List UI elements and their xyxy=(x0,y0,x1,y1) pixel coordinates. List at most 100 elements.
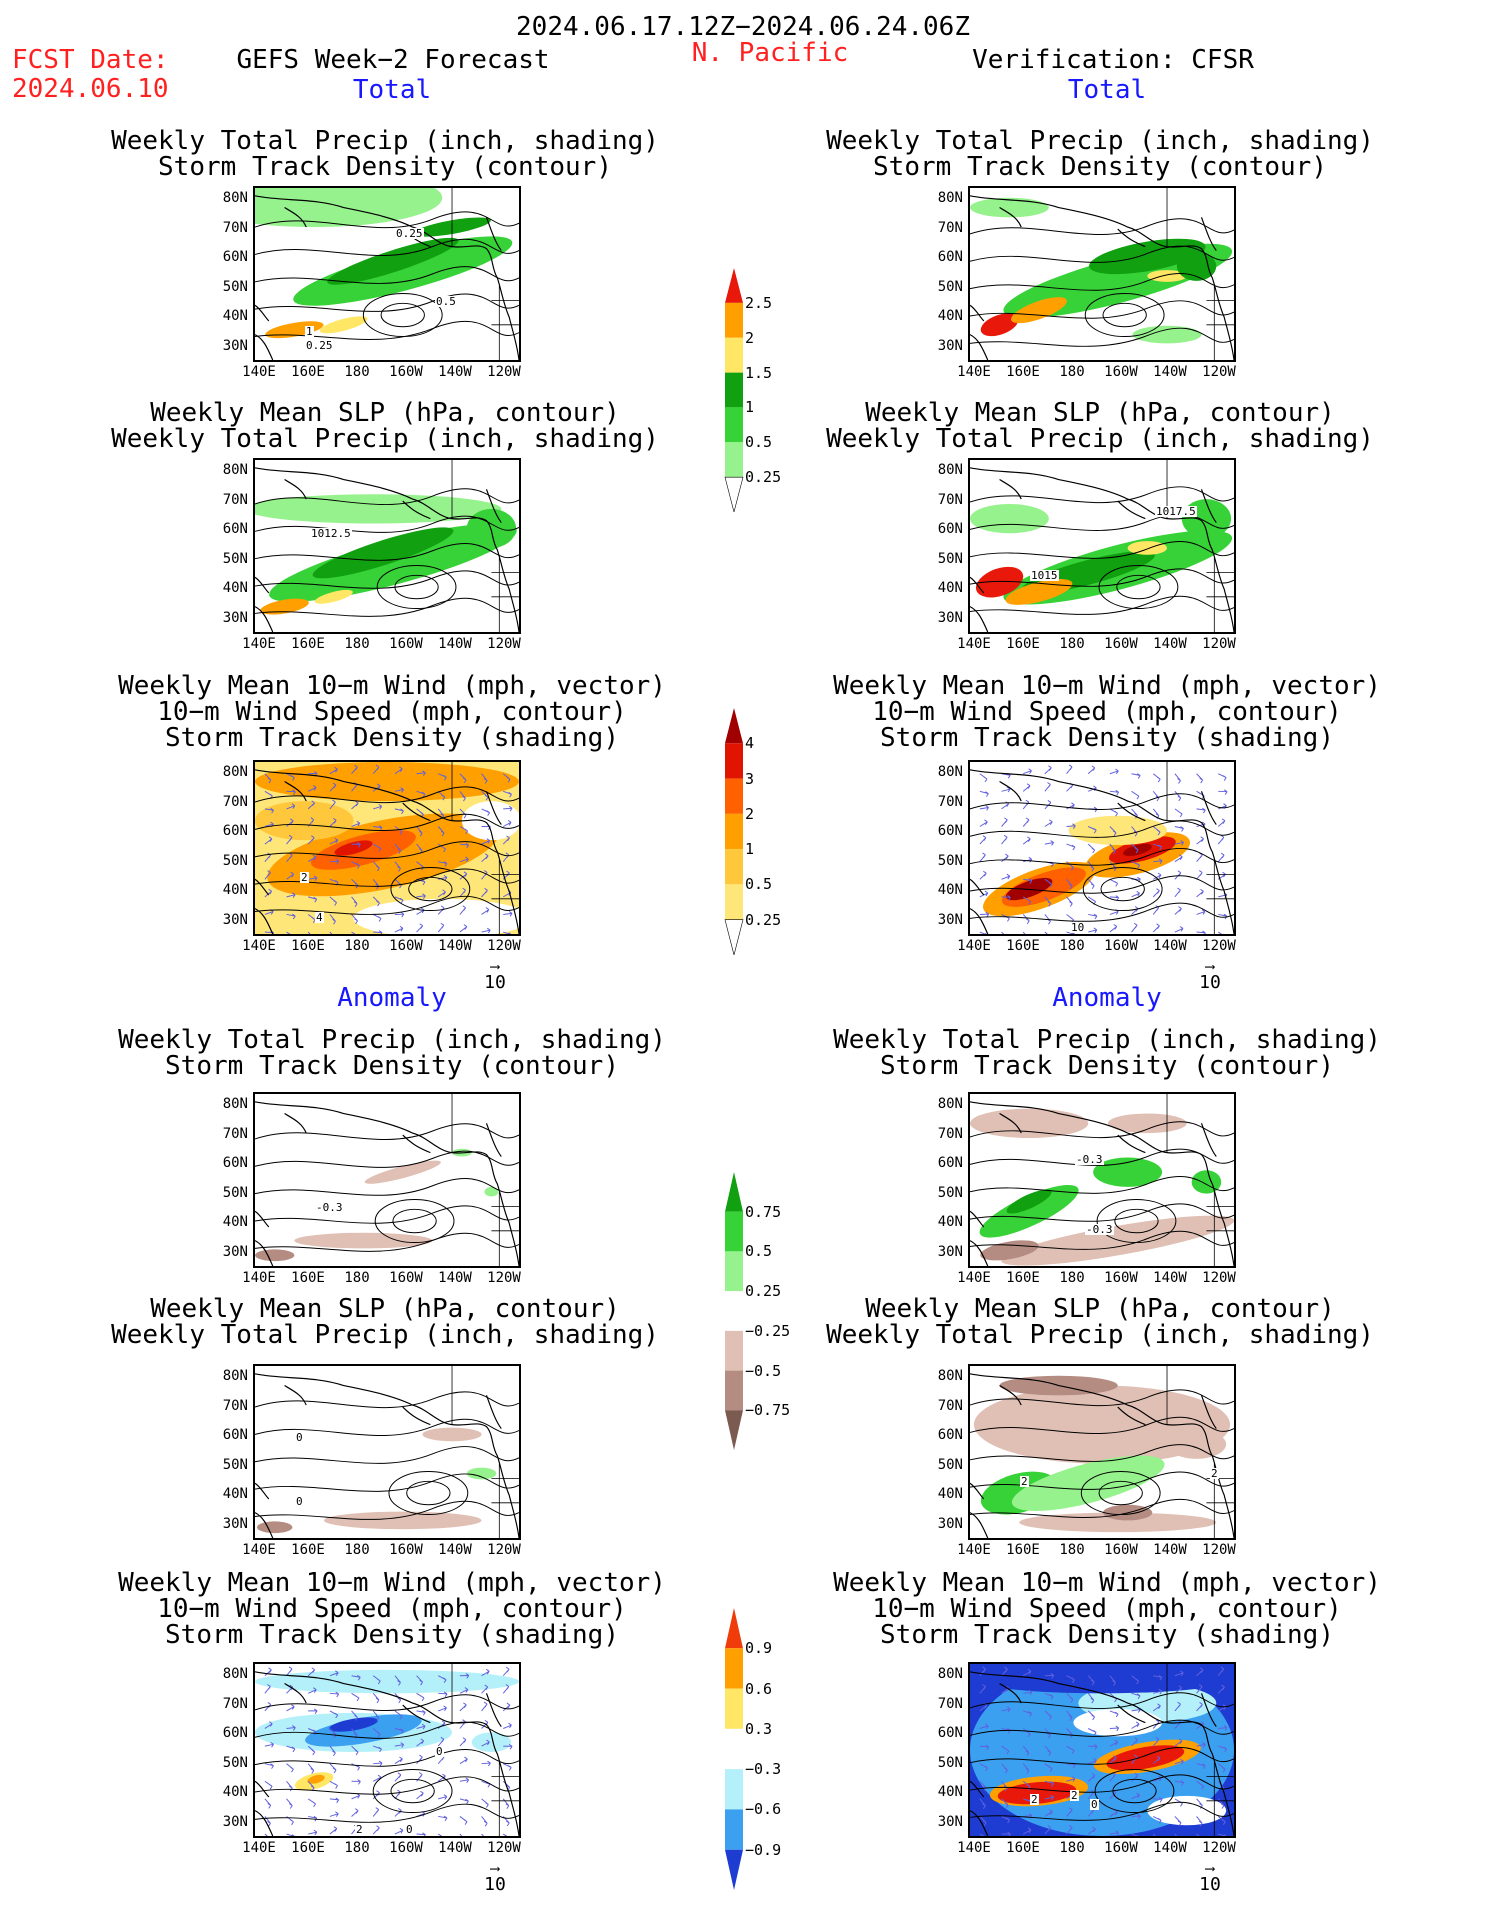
lat-tick-label: 50N xyxy=(222,852,248,869)
contour-label: 10 xyxy=(1070,921,1086,934)
lon-tick-label: 120W xyxy=(487,1270,521,1286)
lat-tick-label: 60N xyxy=(937,521,963,537)
lat-tick-label: 70N xyxy=(937,1695,963,1712)
lat-tick-label: 30N xyxy=(937,1515,963,1532)
lon-tick-label: 160E xyxy=(291,938,325,954)
lon-tick-label: 140W xyxy=(438,1840,472,1856)
lon-tick-label: 120W xyxy=(487,364,521,380)
lon-tick-label: 140W xyxy=(1153,364,1187,380)
forecast-title: GEFS Week−2 Forecast xyxy=(236,45,550,75)
lat-tick-label: 30N xyxy=(222,911,248,928)
colorbar-label: 0.6 xyxy=(745,1679,773,1698)
fc-anom-precip-map: -0.3 xyxy=(253,1092,521,1268)
colorbar-label: 0.5 xyxy=(745,1242,773,1261)
lat-tick-label: 80N xyxy=(222,462,248,478)
colorbar-label: 0.3 xyxy=(745,1719,773,1738)
lon-tick-label: 160W xyxy=(389,938,423,954)
colorbar-label: −0.9 xyxy=(745,1840,782,1859)
colorbar-label: 2 xyxy=(745,328,755,347)
lat-tick-label: 50N xyxy=(222,1184,248,1201)
contour-label: 0 xyxy=(1090,1798,1099,1811)
lat-tick-label: 40N xyxy=(937,308,963,324)
lon-tick-label: 160E xyxy=(1006,1270,1040,1286)
panel-subtitle: Storm Track Density (shading) xyxy=(880,723,1334,753)
lat-tick-label: 70N xyxy=(937,1125,963,1142)
lat-tick-label: 60N xyxy=(937,249,963,265)
lat-tick-label: 70N xyxy=(222,1125,248,1142)
lon-tick-label: 140E xyxy=(957,938,991,954)
lon-tick-label: 160W xyxy=(1104,636,1138,652)
contour-label: 0 xyxy=(405,1823,414,1836)
panel-subtitle: Storm Track Density (contour) xyxy=(873,152,1327,182)
panel-subtitle: 10−m Wind Speed (mph, contour) xyxy=(157,1594,627,1624)
lon-tick-label: 160W xyxy=(389,364,423,380)
lat-tick-label: 70N xyxy=(937,793,963,810)
panel-title: Weekly Mean SLP (hPa, contour) xyxy=(865,1294,1335,1324)
colorbar-label: 0.9 xyxy=(745,1639,773,1658)
panel-subtitle: 10−m Wind Speed (mph, contour) xyxy=(872,697,1342,727)
lon-tick-label: 180 xyxy=(1059,1542,1085,1558)
lat-tick-label: 50N xyxy=(222,550,248,567)
lat-tick-label: 60N xyxy=(222,823,248,839)
lon-tick-label: 160W xyxy=(1104,1270,1138,1286)
lon-tick-label: 140E xyxy=(957,636,991,652)
reference-vector: ⟶ 10 xyxy=(1192,1862,1228,1895)
colorbar-label: 3 xyxy=(745,769,755,788)
lon-tick-label: 120W xyxy=(1202,1270,1236,1286)
lon-tick-label: 140E xyxy=(242,1542,276,1558)
panel-title: Weekly Mean 10−m Wind (mph, vector) xyxy=(118,1568,666,1598)
lat-tick-label: 60N xyxy=(222,1155,248,1171)
lon-tick-label: 180 xyxy=(1059,1840,1085,1856)
lat-tick-label: 80N xyxy=(937,190,963,206)
contour-label: 0.25 xyxy=(305,339,334,352)
lat-tick-label: 50N xyxy=(222,1754,248,1771)
lat-tick-label: 70N xyxy=(222,793,248,810)
lon-tick-label: 140E xyxy=(957,364,991,380)
lat-tick-label: 60N xyxy=(937,823,963,839)
lat-tick-label: 80N xyxy=(937,462,963,478)
reference-vector-label: 10 xyxy=(484,1874,506,1895)
lat-tick-label: 50N xyxy=(937,550,963,567)
reference-vector: ⟶ 10 xyxy=(1192,960,1228,993)
contour-label: 0 xyxy=(435,1745,444,1758)
lat-tick-label: 70N xyxy=(222,1397,248,1414)
lon-tick-label: 180 xyxy=(344,1270,370,1286)
region-title: N. Pacific xyxy=(691,38,849,68)
section-anomaly-left: Anomaly xyxy=(337,983,447,1013)
fc-anom-wind-map: 0 2 0 xyxy=(253,1662,521,1838)
lon-tick-label: 160W xyxy=(389,1270,423,1286)
colorbar-label: 4 xyxy=(745,734,755,753)
lat-tick-label: 40N xyxy=(222,308,248,324)
panel-title: Weekly Total Precip (inch, shading) xyxy=(118,1025,666,1055)
contour-label: 0.5 xyxy=(435,295,457,308)
lat-tick-label: 60N xyxy=(937,1725,963,1741)
lon-tick-label: 140E xyxy=(957,1542,991,1558)
colorbar-track_total: 4 3 2 1 0.5 0.25 xyxy=(723,708,803,956)
contour-label: 2 xyxy=(1210,1467,1219,1480)
lon-tick-label: 140W xyxy=(1153,1270,1187,1286)
panel-subtitle: Weekly Total Precip (inch, shading) xyxy=(111,1320,659,1350)
contour-label: -0.3 xyxy=(1085,1223,1114,1236)
colorbar-label: −0.5 xyxy=(745,1361,782,1380)
panel-subtitle: Weekly Total Precip (inch, shading) xyxy=(826,424,1374,454)
contour-label: 2 xyxy=(1020,1475,1029,1488)
contour-label: -0.3 xyxy=(315,1201,344,1214)
lon-tick-label: 180 xyxy=(344,1840,370,1856)
lat-tick-label: 80N xyxy=(937,1096,963,1112)
lat-tick-label: 40N xyxy=(937,1214,963,1230)
contour-label: 0.25 xyxy=(395,227,424,240)
lon-tick-label: 120W xyxy=(1202,364,1236,380)
colorbar-label: 1 xyxy=(745,398,755,417)
lon-tick-label: 120W xyxy=(1202,938,1236,954)
lon-tick-label: 160W xyxy=(389,636,423,652)
lon-tick-label: 160E xyxy=(291,636,325,652)
lat-tick-label: 30N xyxy=(222,1515,248,1532)
fc-total-precip-map: 0.25 0.5 1 0.25 xyxy=(253,186,521,362)
panel-subtitle: Storm Track Density (shading) xyxy=(880,1620,1334,1650)
lat-tick-label: 50N xyxy=(222,1456,248,1473)
lon-tick-label: 160E xyxy=(1006,938,1040,954)
lat-tick-label: 80N xyxy=(222,1666,248,1682)
lon-tick-label: 140E xyxy=(242,1270,276,1286)
section-total-left: Total xyxy=(352,75,432,105)
lat-tick-label: 30N xyxy=(222,1243,248,1260)
